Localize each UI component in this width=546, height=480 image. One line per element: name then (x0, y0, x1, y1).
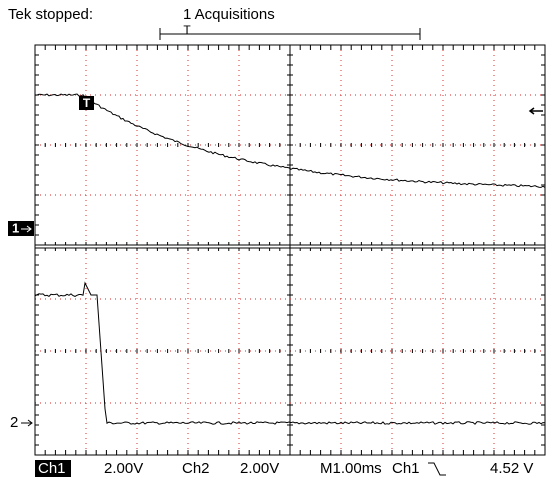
ch2-marker: 2 (10, 414, 18, 431)
ch2-label: Ch2 (182, 460, 210, 477)
ch2-scale: 2.00V (240, 460, 279, 477)
ch1-marker: 1 (12, 220, 19, 235)
ch1-label-box (35, 460, 71, 477)
acquisitions-text: 1 Acquisitions (183, 6, 275, 23)
status-text: Tek stopped: (8, 6, 93, 23)
falling-edge-icon (428, 462, 446, 476)
trigger-marker: T (83, 96, 91, 110)
ch1-scale: 2.00V (104, 460, 143, 477)
record-bracket (159, 28, 421, 40)
trigger-marker-box (79, 96, 94, 110)
ch2-arrow (21, 419, 33, 427)
ch1-trace (34, 93, 546, 188)
trigger-source: Ch1 (392, 460, 420, 477)
ch1-label: Ch1 (38, 460, 66, 477)
record-trigger-mark: T (183, 23, 191, 37)
graticule (34, 44, 546, 456)
ch2-trace (34, 281, 546, 425)
trigger-level: 4.52 V (490, 460, 533, 477)
graticule-frame (34, 44, 546, 456)
ch1-arrow (21, 225, 32, 233)
timebase: M1.00ms (320, 460, 382, 477)
trigger-level-arrow (528, 107, 543, 115)
